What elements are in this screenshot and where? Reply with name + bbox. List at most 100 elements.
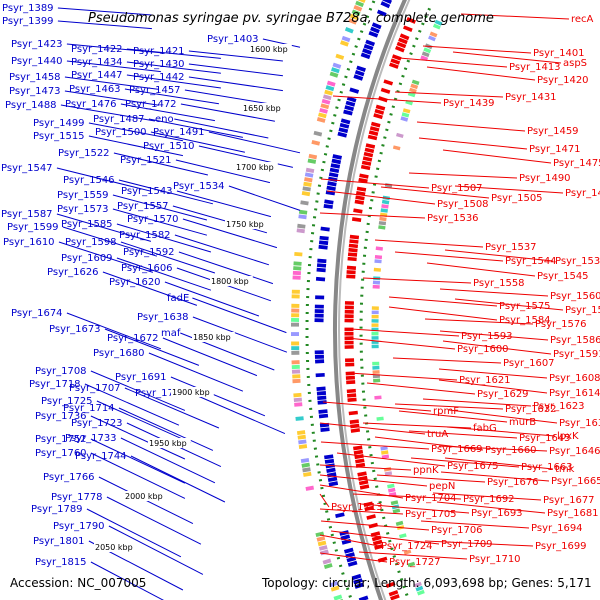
gene-label: Psyr_1707 <box>69 383 121 394</box>
right-leader-line <box>394 91 504 98</box>
left-leader-line <box>178 251 274 285</box>
gene-label: tmk <box>555 464 575 475</box>
right-leader-line <box>388 306 498 321</box>
cog-block-inner <box>428 35 436 42</box>
gene-label: Psyr_1600 <box>457 344 509 355</box>
cog-block-inner <box>381 204 389 209</box>
gene-label: Psyr_1706 <box>431 525 483 536</box>
right-leader-line <box>360 503 470 514</box>
gene-label: Psyr_1630 <box>559 418 600 429</box>
left-leader-line <box>175 159 271 184</box>
right-leader-line <box>376 474 486 483</box>
gene-label: Psyr_1727 <box>389 557 441 568</box>
gene-label: pepN <box>429 481 455 492</box>
gene-label: Psyr_1708 <box>35 366 87 377</box>
left-leader-line <box>120 437 216 484</box>
gene-label: Psyr_1718 <box>29 379 81 390</box>
right-leader-line <box>394 403 504 410</box>
forward-gene-block <box>354 69 365 77</box>
left-leader-line <box>102 271 198 306</box>
gene-label: Psyr_1585 <box>61 219 113 230</box>
gene-label: Psyr_1620 <box>109 277 161 288</box>
left-leader-line <box>64 76 159 90</box>
cog-block <box>298 444 308 450</box>
left-leader-line <box>192 316 288 353</box>
forward-gene-block <box>340 118 351 125</box>
cog-block <box>321 98 331 105</box>
right-leader-line <box>366 382 476 395</box>
reverse-gene-block <box>366 514 376 520</box>
gene-label: Psyr_1476 <box>65 99 117 110</box>
reverse-gene-block <box>395 45 405 53</box>
gene-label: Psyr_1736 <box>35 411 87 422</box>
forward-gene-block <box>358 595 369 600</box>
left-leader-line <box>58 241 154 273</box>
gene-label: Psyr_1669 <box>431 444 483 455</box>
right-leader-line <box>332 95 442 104</box>
forward-gene-block <box>362 48 372 55</box>
kbp-tick-bg <box>242 103 285 113</box>
cog-block-inner <box>402 108 411 114</box>
left-leader-line <box>208 131 301 154</box>
cog-block-inner <box>410 83 419 90</box>
cog-block <box>329 71 339 78</box>
right-leader-line <box>319 552 388 563</box>
gene-label: Psyr_1587 <box>1 209 53 220</box>
cog-block <box>341 35 351 43</box>
kbp-tick-bg <box>249 44 292 54</box>
right-leader-line <box>319 508 404 515</box>
gene-label: Psyr_1766 <box>43 472 95 483</box>
gene-label: Psyr_1714 <box>63 403 115 414</box>
gene-label: Psyr_1614 <box>549 388 600 399</box>
right-leader-line <box>444 249 554 262</box>
cog-block-inner <box>423 47 432 54</box>
cog-block-inner <box>390 500 399 506</box>
right-leader-line <box>336 452 446 467</box>
reverse-gene-block <box>403 25 413 32</box>
gene-label: Psyr_1559 <box>57 190 109 201</box>
cog-block-inner <box>392 508 401 514</box>
cog-block <box>348 18 358 25</box>
left-leader-line <box>90 452 186 499</box>
forward-gene-block <box>340 534 351 541</box>
gene-label: Psyr_1431 <box>505 92 557 103</box>
gene-label: Psyr_1675 <box>447 461 499 472</box>
gene-label: Psyr_1725 <box>41 396 93 407</box>
forward-gene-block <box>370 26 380 34</box>
reverse-gene-block <box>391 54 402 61</box>
reverse-gene-block <box>368 130 379 137</box>
reverse-gene-block <box>373 113 383 120</box>
reverse-gene-block <box>396 41 407 49</box>
left-leader-line <box>148 118 243 138</box>
reverse-gene-block <box>367 134 378 141</box>
left-leader-line <box>90 415 186 460</box>
gene-label: Psyr_1575 <box>499 301 551 312</box>
gene-label: Psyr_1591 <box>553 349 600 360</box>
reverse-gene-block <box>362 156 373 162</box>
forward-gene-block <box>380 1 391 9</box>
gene-label: Psyr_1607 <box>503 358 555 369</box>
forward-gene-block <box>376 9 387 17</box>
kbp-tick-label: 1950 kbp <box>149 439 187 448</box>
reverse-gene-block <box>377 556 388 563</box>
cog-block <box>323 563 333 570</box>
reverse-gene-block <box>370 531 381 538</box>
right-leader-line <box>442 340 552 355</box>
reverse-gene-block <box>354 454 364 460</box>
right-leader-line <box>422 45 532 54</box>
forward-gene-block <box>343 547 354 554</box>
gene-label: Psyr_1681 <box>547 508 599 519</box>
gene-label: Psyr_1389 <box>2 3 54 14</box>
feature-tracks <box>290 0 443 600</box>
cog-block <box>303 181 312 187</box>
cog-block <box>340 40 349 47</box>
forward-gene-block <box>327 176 338 183</box>
gene-label: Psyr_1573 <box>57 204 109 215</box>
left-leader-line <box>184 89 279 106</box>
forward-gene-block <box>365 39 376 47</box>
reverse-gene-block <box>389 62 399 69</box>
right-leader-line <box>362 277 472 284</box>
cog-block <box>298 439 307 445</box>
cog-block-inner <box>384 471 393 476</box>
